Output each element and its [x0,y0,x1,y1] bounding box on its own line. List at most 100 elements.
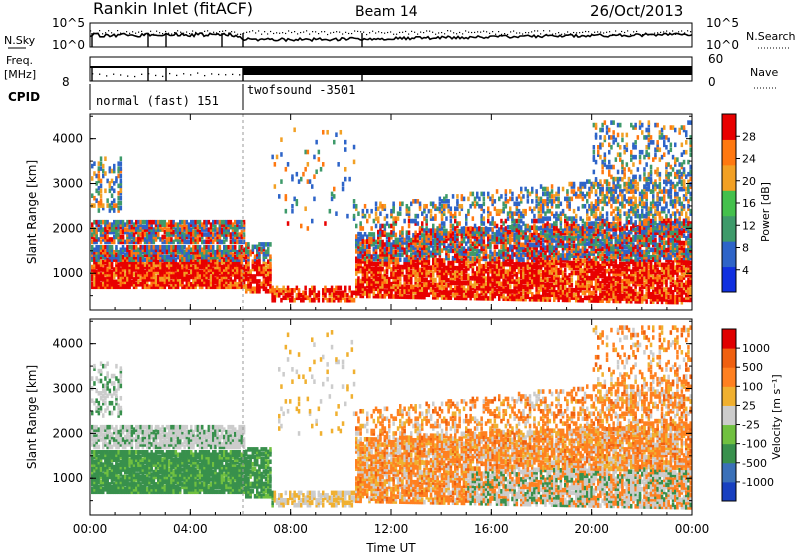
range-cell [91,277,94,282]
range-cell [216,254,219,260]
range-cell [436,228,439,234]
range-cell [168,229,171,235]
range-cell [451,243,455,249]
nsearch-point [492,31,494,33]
range-cell [489,296,492,301]
range-cell [509,257,512,262]
range-cell [458,260,461,266]
range-cell [150,272,153,277]
nsearch-point [93,32,95,34]
range-cell [405,264,409,270]
range-cell [491,293,494,299]
range-cell [438,290,442,295]
range-cell [135,239,138,245]
range-cell [454,280,457,286]
range-cell [379,254,382,260]
range-cell [124,254,127,260]
range-cell [368,249,371,254]
range-cell [377,239,380,245]
range-cell [258,251,261,257]
range-cell [260,269,263,274]
range-cell [374,266,378,272]
range-cell [209,279,213,285]
range-cell [368,259,371,264]
range-cell [561,270,565,276]
range-cell [449,206,453,212]
nsearch-point [120,32,122,34]
nsearch-point [177,30,179,32]
range-cell [555,226,558,231]
range-cell [421,289,424,295]
range-cell [451,226,455,231]
range-cell [170,245,173,250]
range-cell [119,183,123,189]
range-cell [240,254,244,260]
nsearch-point [330,32,332,34]
range-cell [187,269,191,275]
range-cell [297,292,301,298]
range-cell [381,247,384,252]
range-cell [157,282,160,287]
range-cell [498,264,501,269]
range-cell [520,272,523,277]
range-cell [330,288,334,293]
range-cell [416,260,420,265]
range-cell [220,219,224,225]
range-cell [403,289,406,295]
range-cell [117,252,120,258]
range-cell [234,279,237,285]
range-cell [203,272,206,277]
range-cell [385,232,389,238]
range-cell [141,274,145,280]
range-cell [185,282,189,287]
range-cell [484,293,488,299]
range-cell [506,237,510,242]
range-cell [223,257,226,262]
range-cell [115,272,118,277]
range-cell [458,270,461,276]
nsearch-point [534,30,536,32]
range-cell [187,222,191,227]
range-cell [425,221,428,226]
range-cell [390,259,393,265]
range-cell [121,279,125,285]
range-cell [203,279,206,285]
range-cell [366,244,369,249]
range-cell [130,264,134,270]
range-cell [313,196,316,202]
range-cell [471,241,475,247]
range-cell [366,291,369,296]
range-cell [423,235,426,241]
range-cell [447,268,450,273]
range-cell [570,278,574,283]
range-cell [564,196,567,202]
range-cell [511,266,514,272]
range-cell [462,295,466,301]
range-cell [368,286,371,291]
range-cell [361,268,365,274]
range-cell [234,272,237,277]
range-cell [445,253,448,258]
range-cell [458,283,461,288]
range-cell [311,297,314,303]
range-cell [443,203,446,209]
range-cell [383,274,387,279]
range-cell [192,229,195,235]
range-cell [229,284,233,290]
range-cell [97,247,101,253]
range-cell [467,234,470,239]
range-cell [436,233,439,239]
range-cell [377,237,380,242]
range-cell [480,286,483,291]
range-cell [528,242,532,248]
range-cell [385,281,389,287]
range-cell [174,264,178,270]
range-cell [357,261,360,267]
range-cell [128,269,131,275]
range-cell [119,257,123,262]
range-cell [539,277,543,283]
range-cell [102,234,105,240]
range-cell [484,229,488,235]
range-cell [366,266,369,272]
range-cell [388,262,391,267]
